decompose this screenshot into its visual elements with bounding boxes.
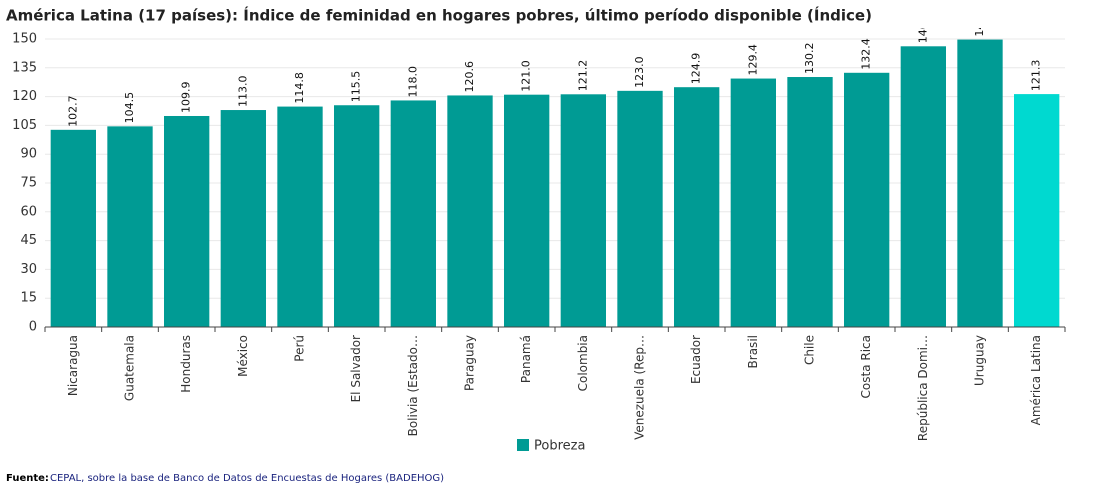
x-tick-label: Uruguay	[973, 335, 987, 386]
bar	[164, 115, 210, 327]
legend-swatch	[517, 439, 529, 451]
y-tick-label: 150	[12, 32, 37, 47]
value-label: 121.2	[576, 60, 589, 92]
y-tick-label: 90	[20, 147, 37, 162]
x-tick-label: Chile	[803, 335, 817, 365]
value-label: 146.2	[916, 12, 929, 44]
y-tick-label: 60	[20, 204, 37, 219]
value-label: 104.5	[123, 92, 136, 124]
bar	[730, 78, 776, 327]
value-label: 115.5	[350, 71, 363, 103]
value-label: 109.9	[180, 81, 193, 113]
y-tick-label: 30	[20, 262, 37, 277]
y-tick-label: 0	[29, 320, 37, 335]
bar	[277, 106, 323, 327]
value-label: 149.7	[973, 5, 986, 37]
bar	[220, 110, 266, 327]
x-tick-label: El Salvador	[349, 335, 363, 402]
value-label: 114.8	[293, 72, 306, 104]
bar	[674, 87, 720, 327]
y-tick-label: 45	[20, 233, 37, 248]
bar	[107, 126, 153, 327]
bar	[787, 77, 833, 328]
y-tick-label: 75	[20, 176, 37, 191]
bar	[1014, 94, 1060, 327]
value-label: 118.0	[406, 66, 419, 98]
value-label: 130.2	[803, 43, 816, 75]
y-tick-label: 135	[12, 60, 37, 75]
x-tick-label: Paraguay	[463, 335, 477, 391]
x-tick-label: Costa Rica	[859, 335, 873, 398]
x-tick-label: Bolivia (Estado…	[406, 335, 420, 436]
x-tick-label: República Domi…	[916, 335, 930, 441]
value-label: 121.0	[520, 60, 533, 92]
value-label: 124.9	[690, 53, 703, 85]
x-tick-label: Venezuela (Rep…	[633, 335, 647, 440]
value-label: 113.0	[236, 76, 249, 107]
bar	[334, 105, 380, 328]
bar	[504, 94, 550, 328]
legend-label: Pobreza	[534, 439, 585, 454]
x-tick-label: Ecuador	[689, 335, 703, 384]
value-label: 120.6	[463, 61, 476, 93]
x-tick-label: México	[236, 335, 250, 377]
y-tick-label: 120	[12, 89, 37, 104]
value-label: 121.3	[1030, 60, 1043, 92]
bar	[447, 95, 493, 327]
x-tick-label: América Latina	[1029, 335, 1043, 425]
y-tick-label: 105	[12, 118, 37, 133]
x-tick-label: Nicaragua	[66, 335, 80, 396]
bar	[957, 39, 1003, 328]
value-label: 132.4	[860, 38, 873, 70]
bar	[844, 72, 890, 328]
value-label: 123.0	[633, 56, 646, 88]
source: CEPAL, sobre la base de Banco de Datos d…	[50, 473, 444, 484]
x-tick-label: Guatemala	[123, 335, 137, 401]
bar	[560, 94, 606, 328]
x-tick-label: Colombia	[576, 335, 590, 391]
x-tick-label: Honduras	[179, 335, 193, 393]
value-label: 129.4	[746, 44, 759, 76]
bar	[390, 100, 436, 327]
chart-title: América Latina (17 países): Índice de fe…	[6, 6, 872, 25]
source-label: Fuente:	[6, 473, 49, 484]
x-tick-label: Perú	[293, 335, 307, 362]
y-tick-label: 15	[20, 291, 37, 306]
x-tick-label: Brasil	[746, 335, 760, 368]
bar	[50, 129, 96, 327]
bar	[900, 46, 946, 328]
x-tick-label: Panamá	[519, 335, 533, 383]
value-label: 102.7	[66, 95, 79, 127]
bar	[617, 90, 663, 327]
